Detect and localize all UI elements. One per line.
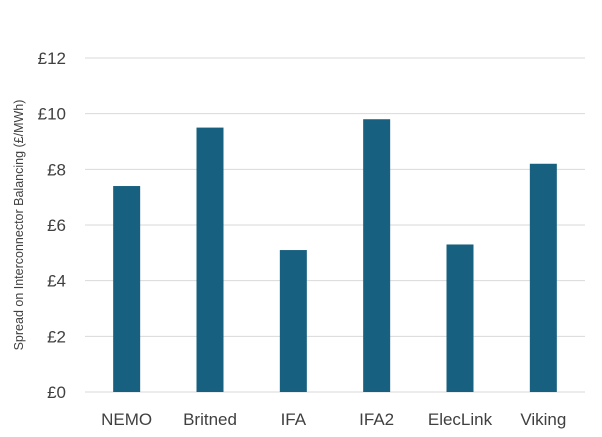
bars [113,119,557,392]
x-tick-label: Viking [520,410,566,429]
y-tick-labels: £0 £2 £4 £6 £8 £10 £12 [38,49,66,402]
y-axis-title: Spread on Interconnector Balancing (£/MW… [12,100,26,351]
x-tick-label: IFA2 [359,410,394,429]
x-tick-label: IFA [281,410,307,429]
bar-eleclink [446,244,474,392]
y-tick-label: £0 [47,383,66,402]
bar-ifa [279,250,307,392]
bar-ifa2 [363,119,391,392]
y-tick-label: £6 [47,216,66,235]
x-tick-label: NEMO [101,410,152,429]
y-tick-label: £4 [47,272,66,291]
bar-viking [529,163,557,392]
bar-britned [196,127,224,392]
y-tick-label: £8 [47,160,66,179]
x-tick-label: Britned [183,410,237,429]
gridlines [85,57,585,393]
x-tick-labels: NEMO Britned IFA IFA2 ElecLink Viking [101,410,566,429]
y-tick-label: £12 [38,49,66,68]
bar-nemo [113,186,141,392]
x-tick-label: ElecLink [428,410,493,429]
y-tick-label: £10 [38,105,66,124]
y-tick-label: £2 [47,327,66,346]
